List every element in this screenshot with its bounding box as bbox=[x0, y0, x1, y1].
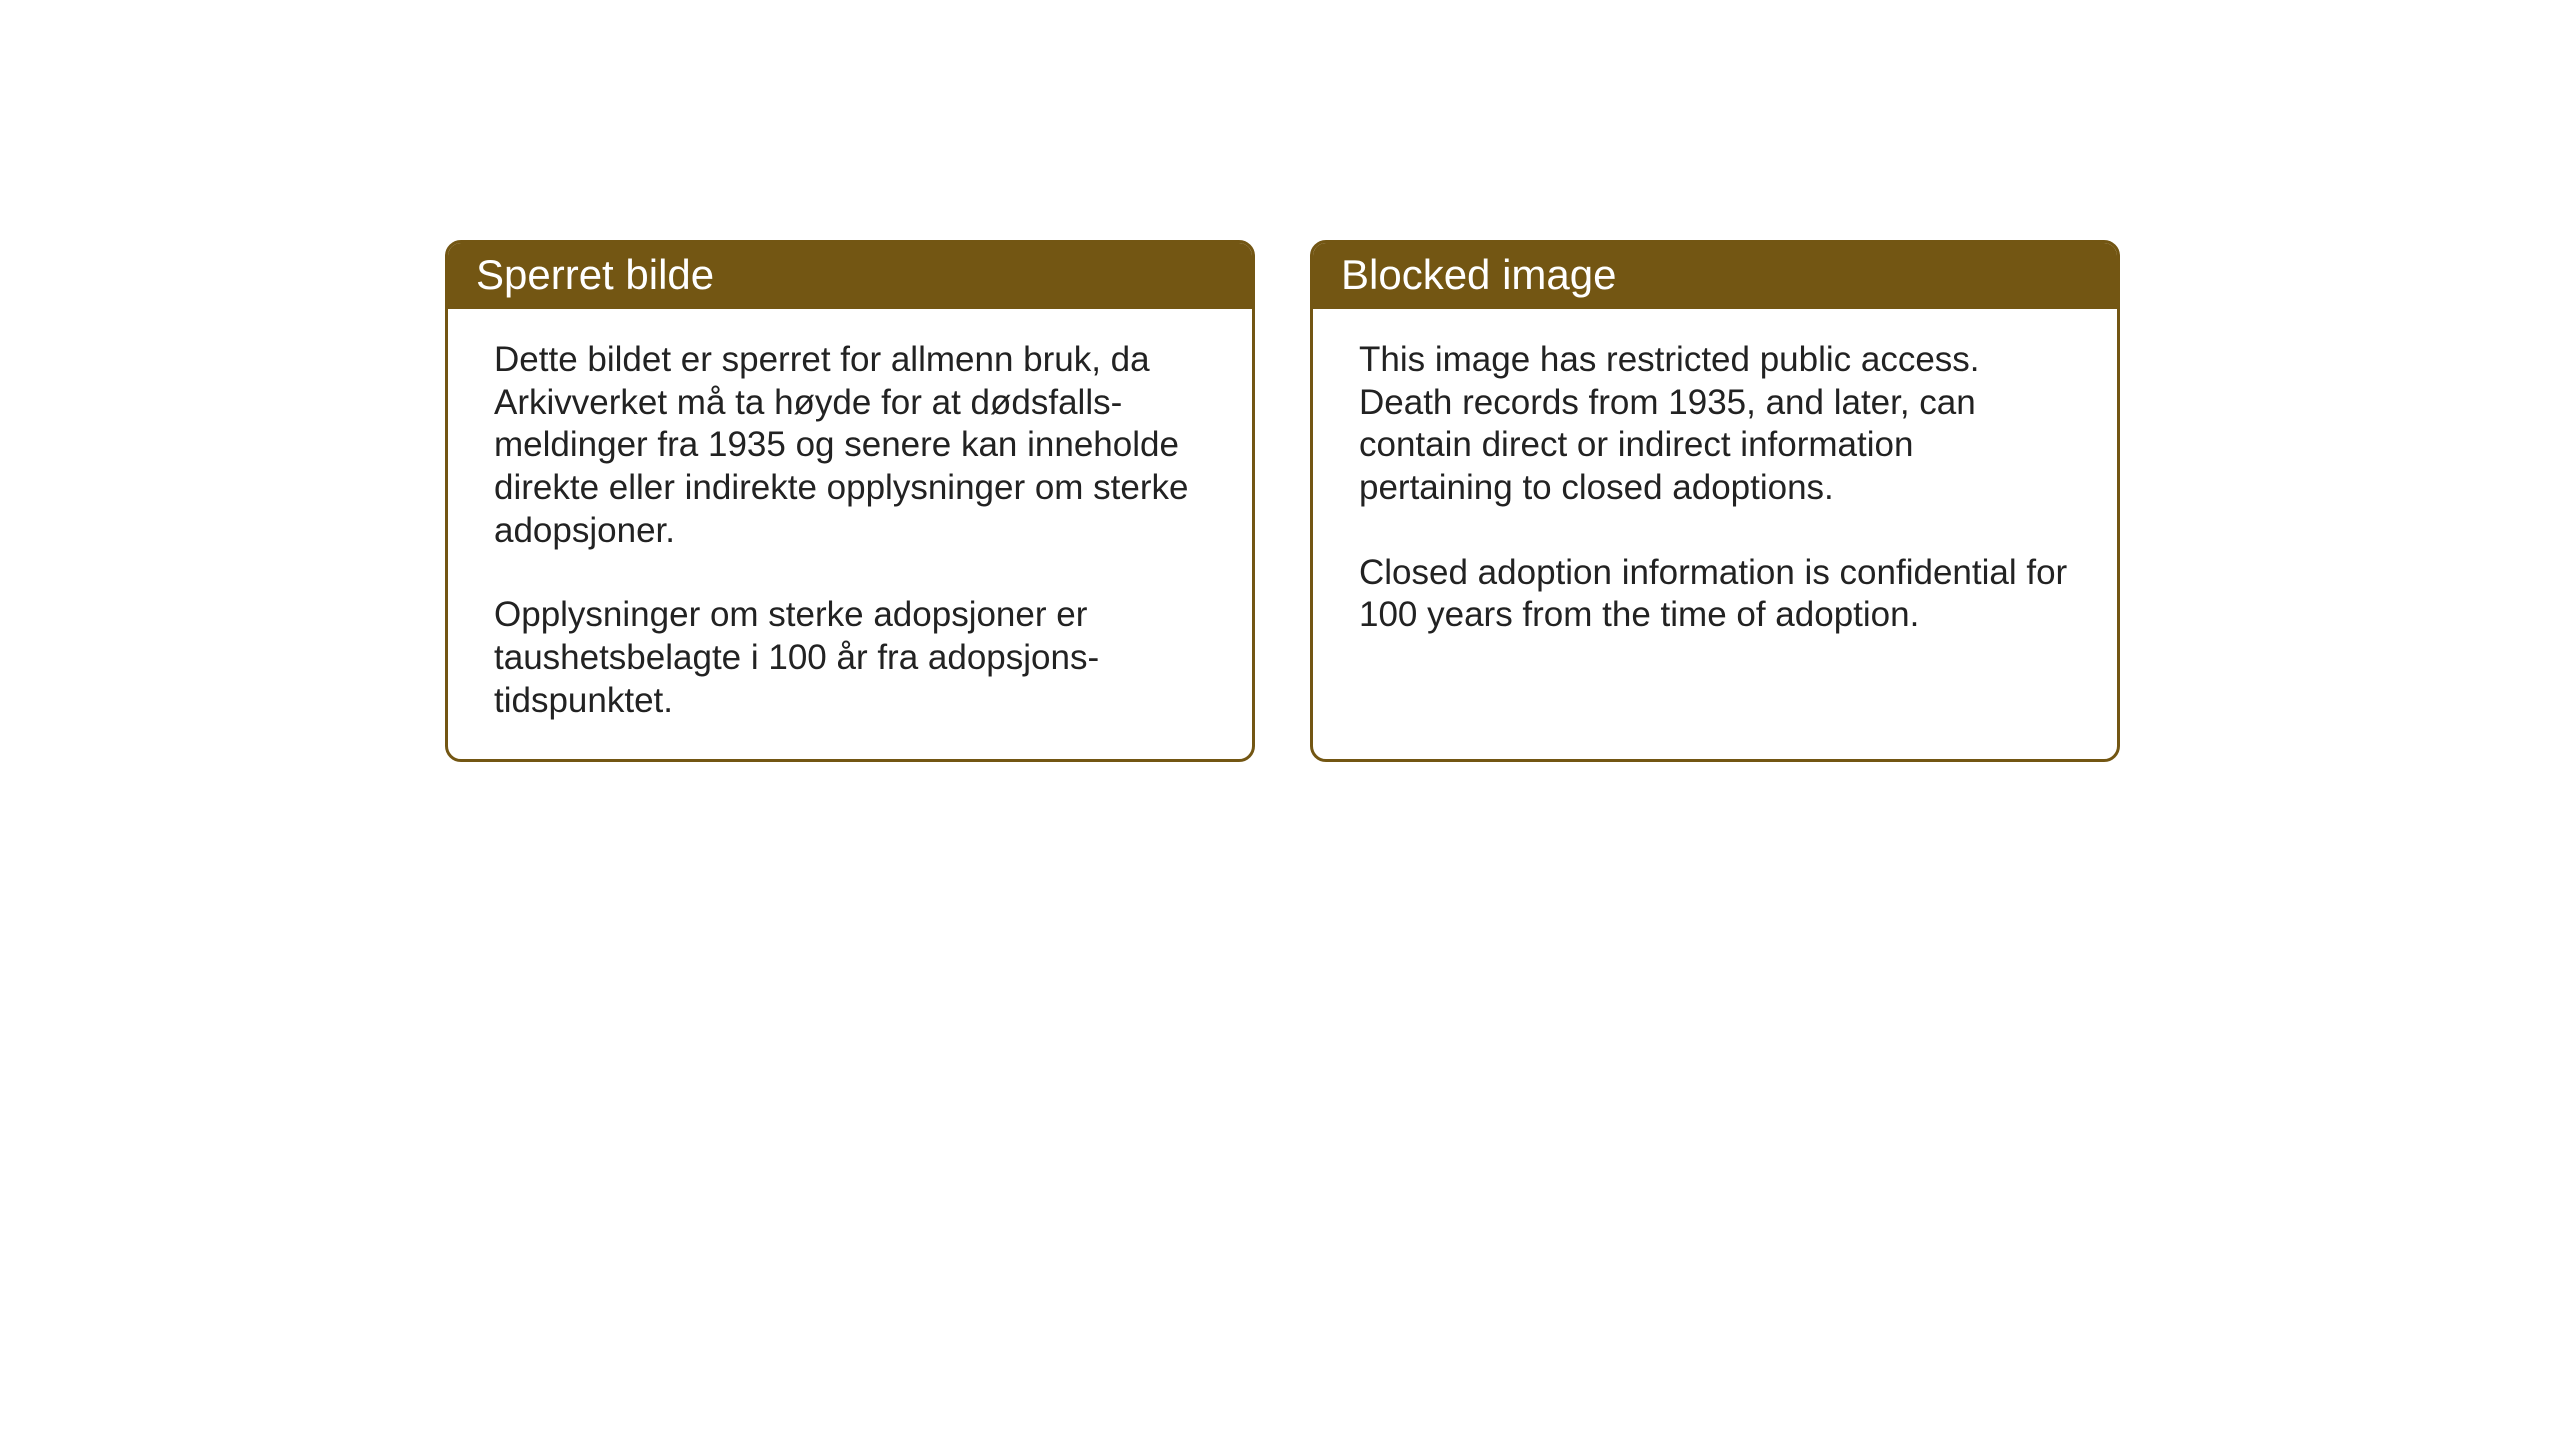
notice-paragraph-2-english: Closed adoption information is confident… bbox=[1359, 552, 2071, 637]
notice-header-english: Blocked image bbox=[1313, 243, 2117, 309]
notice-card-norwegian: Sperret bilde Dette bildet er sperret fo… bbox=[445, 240, 1255, 762]
notice-body-norwegian: Dette bildet er sperret for allmenn bruk… bbox=[448, 309, 1252, 759]
notice-header-norwegian: Sperret bilde bbox=[448, 243, 1252, 309]
notice-container: Sperret bilde Dette bildet er sperret fo… bbox=[445, 240, 2120, 762]
notice-card-english: Blocked image This image has restricted … bbox=[1310, 240, 2120, 762]
notice-paragraph-1-english: This image has restricted public access.… bbox=[1359, 339, 2071, 510]
notice-body-english: This image has restricted public access.… bbox=[1313, 309, 2117, 673]
notice-title-english: Blocked image bbox=[1341, 251, 1616, 298]
notice-paragraph-2-norwegian: Opplysninger om sterke adopsjoner er tau… bbox=[494, 594, 1206, 722]
notice-title-norwegian: Sperret bilde bbox=[476, 251, 714, 298]
notice-paragraph-1-norwegian: Dette bildet er sperret for allmenn bruk… bbox=[494, 339, 1206, 552]
